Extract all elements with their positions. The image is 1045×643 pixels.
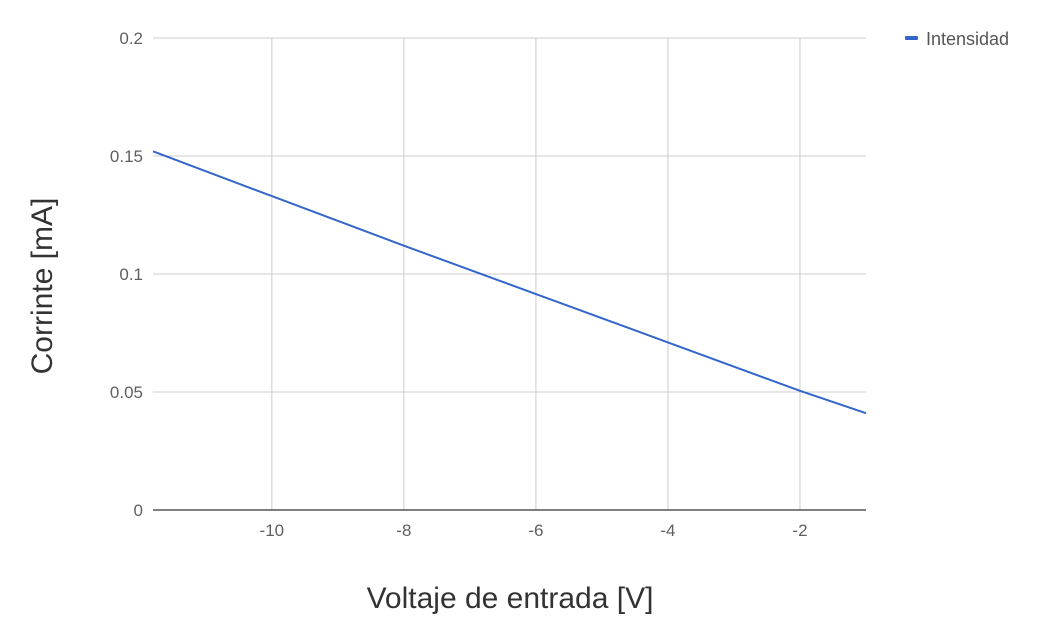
y-axis-title: Corrinte [mA]	[26, 198, 59, 375]
x-tick-label: -6	[528, 521, 543, 540]
y-tick-label: 0	[134, 501, 143, 520]
legend-label-intensidad: Intensidad	[926, 29, 1009, 49]
y-tick-label: 0.2	[119, 29, 143, 48]
grid-lines	[153, 37, 866, 510]
x-tick-label: -10	[260, 521, 285, 540]
y-tick-labels: 0 0.05 0.1 0.15 0.2	[110, 29, 143, 520]
legend-swatch-intensidad	[905, 36, 918, 40]
x-tick-label: -2	[792, 521, 807, 540]
legend: Intensidad	[905, 29, 1009, 49]
series-line-intensidad	[152, 150, 867, 415]
x-tick-label: -8	[396, 521, 411, 540]
y-tick-label: 0.05	[110, 383, 143, 402]
x-axis-title: Voltaje de entrada [V]	[367, 582, 654, 615]
x-tick-label: -4	[660, 521, 675, 540]
series-lines	[152, 150, 867, 415]
x-tick-labels: -10 -8 -6 -4 -2	[260, 521, 808, 540]
y-tick-label: 0.1	[119, 265, 143, 284]
y-tick-label: 0.15	[110, 147, 143, 166]
